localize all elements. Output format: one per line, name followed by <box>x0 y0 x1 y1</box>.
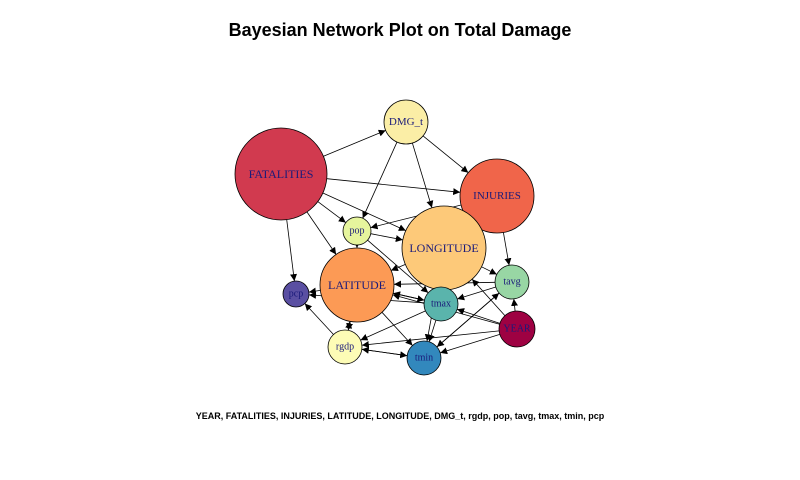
node-label-dmg-t: DMG_t <box>389 116 423 128</box>
edge-injuries-to-tavg <box>503 232 512 266</box>
edge-tmin-to-tavg <box>436 292 500 348</box>
node-pop: pop <box>342 216 372 246</box>
edge-pop-to-longitude <box>370 233 403 243</box>
node-label-rgdp: rgdp <box>336 342 354 353</box>
edge-rgdp-to-pcp <box>304 303 334 335</box>
edge-year-to-longitude <box>471 278 506 316</box>
node-circle-tmin <box>406 340 442 376</box>
node-year: YEAR <box>498 310 536 348</box>
node-label-injuries: INJURIES <box>473 190 521 202</box>
edge-longitude-to-tavg <box>481 266 497 275</box>
node-rgdp: rgdp <box>327 329 363 365</box>
node-label-tmin: tmin <box>415 353 433 364</box>
edge-fatalities-to-latitude <box>306 211 337 255</box>
node-label-tavg: tavg <box>503 277 520 288</box>
node-circle-tmax <box>423 286 459 322</box>
node-circle-fatalities <box>234 127 328 221</box>
node-label-longitude: LONGITUDE <box>409 241 478 255</box>
edge-tmax-to-tmin <box>427 320 437 342</box>
edge-latitude-to-pcp <box>308 287 321 295</box>
node-circle-pop <box>342 216 372 246</box>
edge-year-to-tavg <box>511 298 519 312</box>
node-label-year: YEAR <box>503 324 531 335</box>
edge-tmax-to-latitude <box>393 291 425 301</box>
edge-latitude-to-tmin <box>381 312 413 346</box>
edge-fatalities-to-injuries <box>326 178 461 196</box>
node-circle-dmg-t <box>383 99 429 145</box>
node-circle-pcp <box>282 280 310 308</box>
node-circle-injuries <box>459 158 535 234</box>
node-tmax: tmax <box>423 286 459 322</box>
variable-caption: YEAR, FATALITIES, INJURIES, LATITUDE, LO… <box>195 411 605 421</box>
node-dmg-t: DMG_t <box>383 99 429 145</box>
node-circle-tavg <box>494 264 530 300</box>
node-label-pcp: pcp <box>289 289 303 300</box>
node-tavg: tavg <box>494 264 530 300</box>
edge-fatalities-to-pop <box>317 201 347 223</box>
node-circle-rgdp <box>327 329 363 365</box>
node-latitude: LATITUDE <box>319 247 395 323</box>
node-injuries: INJURIES <box>459 158 535 234</box>
edge-longitude-to-latitude <box>390 264 406 271</box>
node-longitude: LONGITUDE <box>401 205 487 291</box>
node-circle-latitude <box>319 247 395 323</box>
node-fatalities: FATALITIES <box>234 127 328 221</box>
edge-tmax-to-rgdp <box>360 310 426 341</box>
edge-year-to-tmax <box>456 308 501 324</box>
edge-dmg-t-to-longitude <box>412 142 434 208</box>
node-label-latitude: LATITUDE <box>328 278 386 292</box>
edge-tmin-to-rgdp <box>361 346 408 357</box>
node-label-tmax: tmax <box>431 299 451 310</box>
plot-title: Bayesian Network Plot on Total Damage <box>228 20 572 40</box>
node-circle-year <box>498 310 536 348</box>
node-layer: DMG_t FATALITIES INJURIES pop LONGITUDE LATIT… <box>234 99 536 376</box>
edge-year-to-tmin <box>440 334 500 355</box>
edge-fatalities-to-pcp <box>286 219 298 282</box>
edge-dmg-t-to-pop <box>362 141 398 219</box>
edge-tavg-to-tmax <box>457 286 496 301</box>
edge-fatalities-to-dmg-t <box>323 129 386 157</box>
node-pcp: pcp <box>282 280 310 308</box>
node-tmin: tmin <box>406 340 442 376</box>
edge-layer <box>286 129 519 359</box>
node-label-pop: pop <box>350 226 365 237</box>
node-label-fatalities: FATALITIES <box>249 167 314 181</box>
edge-rgdp-to-latitude <box>345 321 353 331</box>
edge-dmg-t-to-injuries <box>422 135 469 174</box>
